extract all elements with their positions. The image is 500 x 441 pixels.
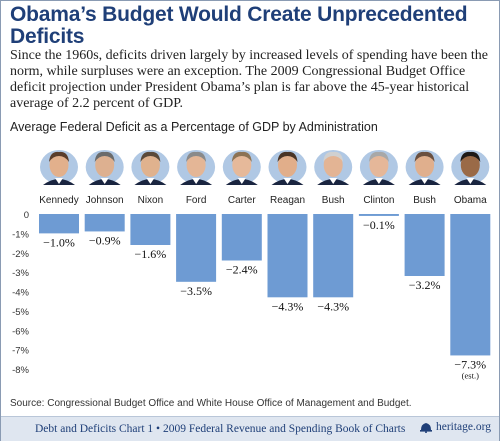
bar-obama — [450, 214, 491, 356]
y-tick-label: -8% — [12, 365, 29, 376]
bar-ford — [176, 214, 217, 282]
portrait-clinton — [359, 150, 398, 185]
value-label: −0.9% — [89, 233, 121, 247]
bar-carter — [221, 214, 262, 261]
bar-kennedy — [39, 214, 79, 234]
bar-chart: Kennedy Johnson Nixon Ford Carter Reagan Bush C… — [12, 150, 491, 381]
heritage-logo[interactable]: heritage.org — [419, 421, 491, 433]
value-label: −0.1% — [363, 218, 395, 232]
portrait-carter — [222, 150, 261, 185]
y-tick-label: -7% — [12, 346, 29, 357]
y-tick-label: -6% — [12, 326, 29, 337]
bar-bush — [404, 214, 445, 276]
value-label: −1.0% — [43, 235, 75, 249]
y-tick-label: -4% — [12, 288, 29, 299]
bar-nixon — [130, 214, 171, 245]
value-label: −3.2% — [409, 278, 441, 292]
category-label: Clinton — [363, 195, 394, 206]
bars — [39, 214, 491, 356]
category-label: Carter — [228, 195, 256, 206]
portrait-reagan — [268, 150, 307, 185]
bell-icon — [419, 423, 432, 433]
bar-clinton — [358, 214, 399, 216]
portrait-nixon — [131, 150, 170, 185]
chart-title: Average Federal Deficit as a Percentage … — [10, 120, 378, 134]
y-tick-label: 0 — [24, 210, 29, 221]
page-title: Obama’s Budget Would Create Unprecedente… — [10, 3, 468, 48]
value-label: −4.3% — [317, 299, 349, 313]
portrait-obama — [451, 150, 490, 185]
y-tick-label: -2% — [12, 249, 29, 260]
portrait-bush — [405, 150, 444, 185]
category-label: Ford — [186, 195, 207, 206]
category-labels: Kennedy Johnson Nixon Ford Carter Reagan Bush C… — [39, 195, 487, 206]
category-label: Reagan — [270, 195, 305, 206]
source-note: Source: Congressional Budget Office and … — [10, 398, 412, 409]
y-tick-label: -3% — [12, 268, 29, 279]
value-label: −3.5% — [180, 284, 212, 298]
y-axis: 0 -1% -2% -3% -4% -5% -6% -7% -8% — [12, 210, 29, 376]
value-label: −4.3% — [272, 299, 304, 313]
category-label: Obama — [454, 195, 487, 206]
estimate-annotation: (est.) — [462, 370, 479, 380]
category-label: Nixon — [138, 195, 164, 206]
portrait-kennedy — [40, 150, 78, 185]
portrait-ford — [177, 150, 216, 185]
footer-logo-text: heritage.org — [435, 421, 491, 433]
category-label: Kennedy — [39, 195, 78, 206]
category-label: Bush — [322, 195, 345, 206]
category-label: Bush — [413, 195, 436, 206]
bar-bush — [313, 214, 354, 298]
value-labels: −1.0% −0.9% −1.6% −3.5% −2.4% −4.3% −4.3% −0.1%… — [43, 218, 486, 381]
category-label: Johnson — [86, 195, 124, 206]
footer-bar: Debt and Deficits Chart 1 • 2009 Federal… — [1, 416, 499, 441]
value-label: −2.4% — [226, 263, 258, 277]
value-label: −7.3% — [454, 357, 486, 371]
portrait-bush — [314, 150, 353, 185]
footer-text: Debt and Deficits Chart 1 • 2009 Federal… — [35, 423, 406, 435]
bar-reagan — [267, 214, 308, 298]
bar-johnson — [84, 214, 125, 232]
portrait-row — [40, 150, 490, 185]
intro-paragraph: Since the 1960s, deficits driven largely… — [10, 48, 488, 111]
value-label: −1.6% — [135, 247, 167, 261]
portrait-johnson — [85, 150, 124, 185]
y-tick-label: -1% — [12, 229, 29, 240]
y-tick-label: -5% — [12, 307, 29, 318]
